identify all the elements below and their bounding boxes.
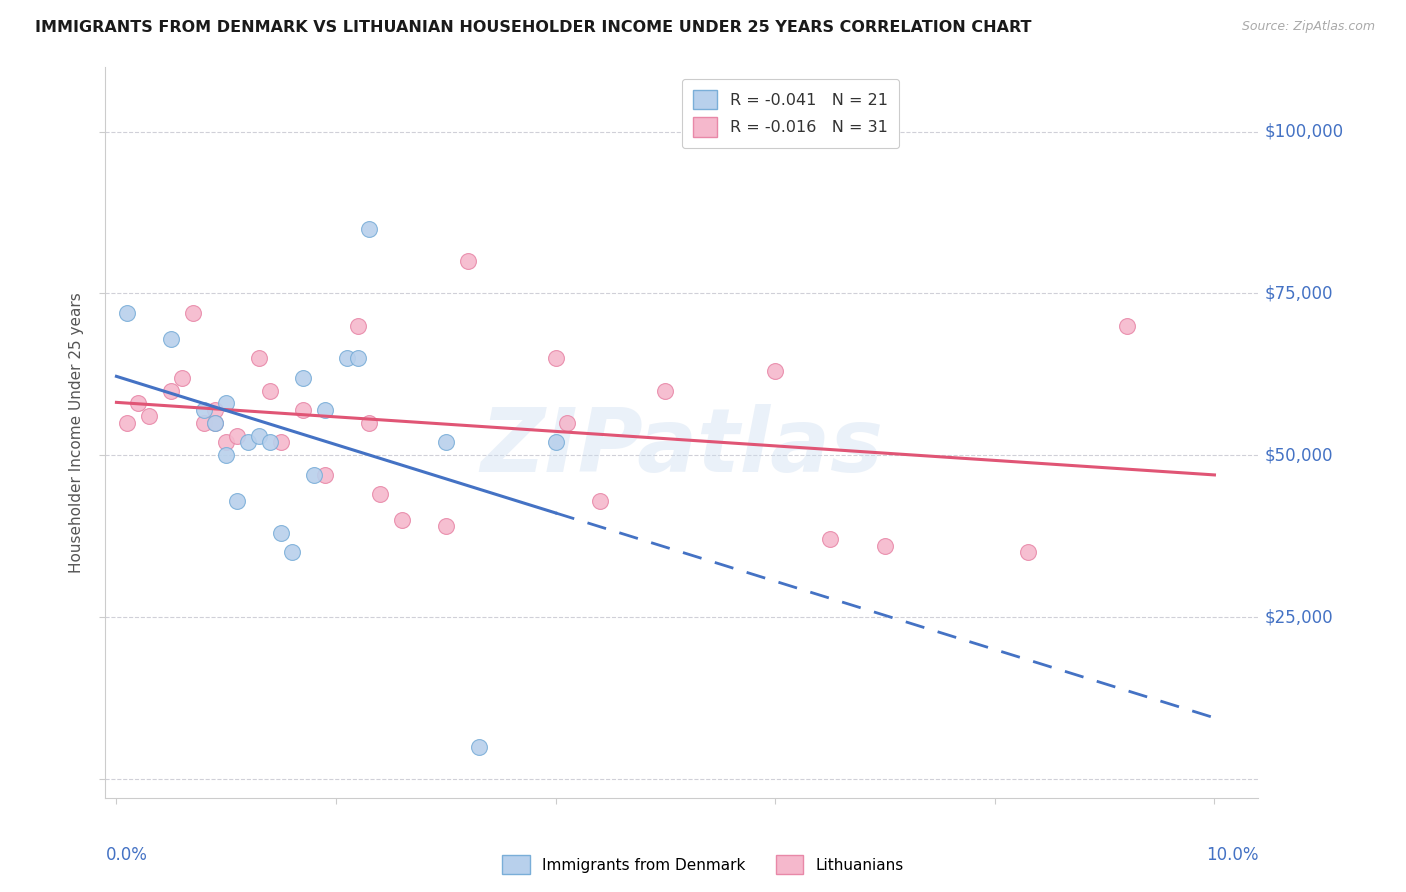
Point <box>172 370 194 384</box>
Point <box>193 403 215 417</box>
Point <box>457 254 479 268</box>
Point <box>302 467 325 482</box>
Point <box>873 539 896 553</box>
Point <box>314 467 336 482</box>
Point <box>347 351 370 366</box>
Point <box>281 545 304 559</box>
Text: $75,000: $75,000 <box>1264 285 1333 302</box>
Point <box>292 403 315 417</box>
Text: $25,000: $25,000 <box>1264 608 1333 626</box>
Point <box>1017 545 1039 559</box>
Point <box>544 351 567 366</box>
Point <box>544 435 567 450</box>
Point <box>292 370 315 384</box>
Text: 0.0%: 0.0% <box>105 846 148 863</box>
Point <box>226 429 249 443</box>
Point <box>270 435 292 450</box>
Point <box>555 416 578 430</box>
Point <box>468 739 491 754</box>
Point <box>434 519 457 533</box>
Text: $100,000: $100,000 <box>1264 122 1343 141</box>
Legend: Immigrants from Denmark, Lithuanians: Immigrants from Denmark, Lithuanians <box>496 849 910 880</box>
Point <box>391 513 413 527</box>
Point <box>247 351 270 366</box>
Legend: R = -0.041   N = 21, R = -0.016   N = 31: R = -0.041 N = 21, R = -0.016 N = 31 <box>682 78 898 148</box>
Point <box>215 448 238 462</box>
Point <box>127 396 149 410</box>
Point <box>368 487 391 501</box>
Point <box>247 429 270 443</box>
Point <box>336 351 359 366</box>
Text: 10.0%: 10.0% <box>1206 846 1258 863</box>
Point <box>270 525 292 540</box>
Point <box>259 435 281 450</box>
Text: ZIPatlas: ZIPatlas <box>481 404 883 491</box>
Point <box>215 435 238 450</box>
Point <box>204 416 226 430</box>
Point <box>357 416 380 430</box>
Point <box>204 416 226 430</box>
Point <box>259 384 281 398</box>
Point <box>138 409 160 424</box>
Point <box>204 403 226 417</box>
Point <box>357 221 380 235</box>
Point <box>193 416 215 430</box>
Point <box>160 384 183 398</box>
Point <box>215 396 238 410</box>
Point <box>347 318 370 333</box>
Point <box>117 416 139 430</box>
Text: $50,000: $50,000 <box>1264 446 1333 464</box>
Point <box>314 403 336 417</box>
Point <box>763 364 786 378</box>
Y-axis label: Householder Income Under 25 years: Householder Income Under 25 years <box>69 293 84 573</box>
Point <box>181 306 204 320</box>
Point <box>160 332 183 346</box>
Point <box>818 533 841 547</box>
Point <box>588 493 610 508</box>
Point <box>117 306 139 320</box>
Point <box>1115 318 1137 333</box>
Point <box>226 493 249 508</box>
Text: IMMIGRANTS FROM DENMARK VS LITHUANIAN HOUSEHOLDER INCOME UNDER 25 YEARS CORRELAT: IMMIGRANTS FROM DENMARK VS LITHUANIAN HO… <box>35 20 1032 35</box>
Point <box>654 384 676 398</box>
Point <box>238 435 260 450</box>
Point <box>434 435 457 450</box>
Text: Source: ZipAtlas.com: Source: ZipAtlas.com <box>1241 20 1375 33</box>
